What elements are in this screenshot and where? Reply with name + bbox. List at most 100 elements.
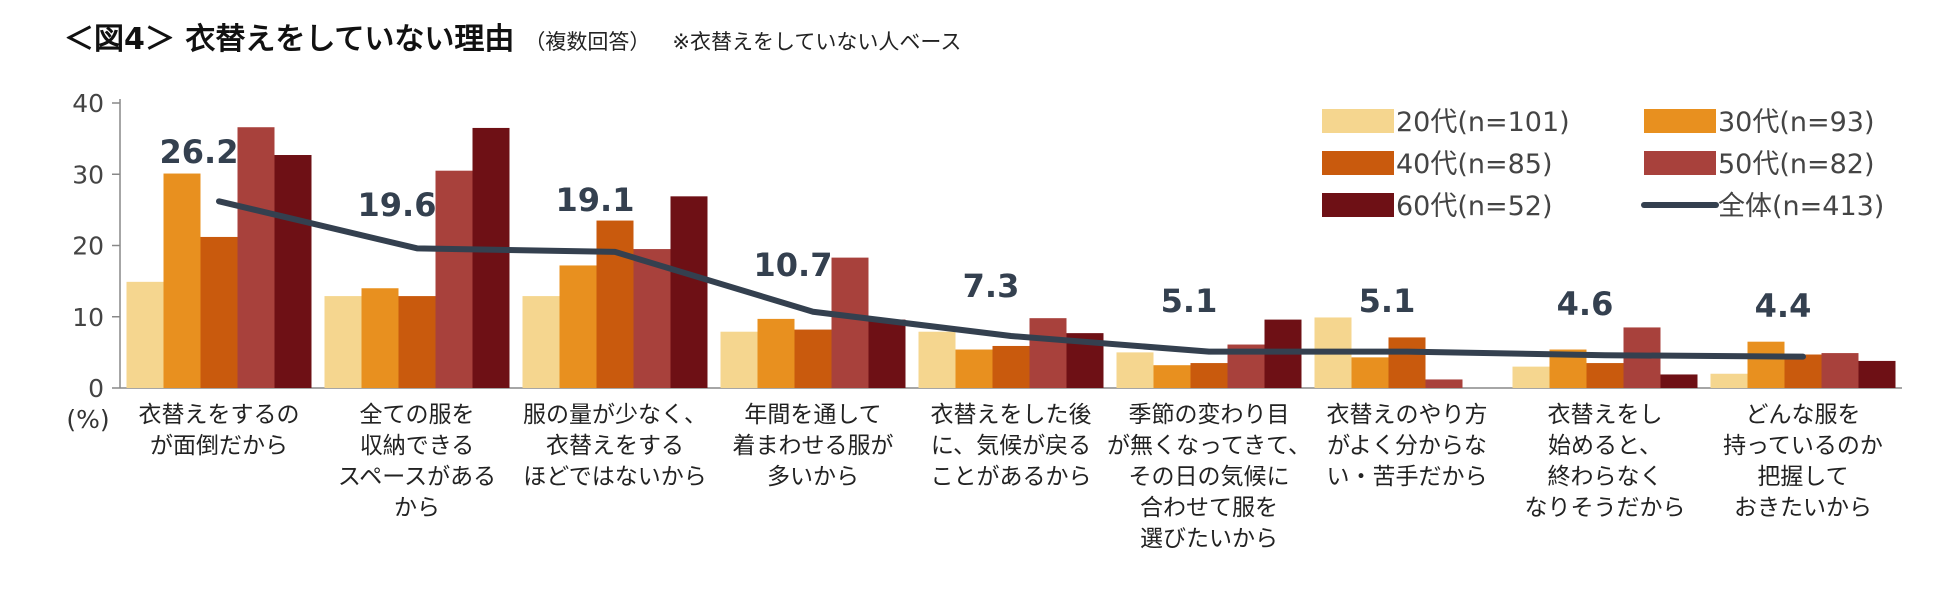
data-label: 26.2 (160, 133, 239, 171)
bar (1710, 373, 1748, 388)
bar (1190, 363, 1228, 388)
category-label-line: 衣替えのやり方 (1327, 402, 1488, 428)
category-label-line: 合わせて服を (1140, 495, 1278, 521)
y-tick-label: 10 (72, 303, 104, 332)
category-label-line: スペースがある (338, 464, 496, 490)
bar (398, 296, 436, 388)
category-label-line: 始めると、 (1548, 433, 1662, 459)
category-label-line: 着まわせる服が (733, 433, 894, 459)
bar (126, 281, 164, 388)
chart-subtitle: （複数回答） (524, 30, 651, 54)
legend-swatch (1644, 151, 1716, 175)
bar (1029, 318, 1067, 388)
bar (200, 236, 238, 388)
legend-swatch (1644, 109, 1716, 133)
category-label-line: どんな服を (1746, 402, 1861, 428)
bar (1586, 363, 1624, 388)
category-label-line: 年間を通して (744, 402, 881, 428)
bar (596, 220, 634, 388)
data-label: 5.1 (1359, 282, 1416, 320)
bar (670, 196, 708, 388)
category-label-line: おきたいから (1734, 495, 1872, 521)
category-label-line: なりそうだから (1525, 495, 1686, 521)
bar (1351, 357, 1389, 388)
bar (1858, 360, 1896, 388)
category-label-line: ことがあるから (931, 464, 1092, 490)
category-labels: 衣替えをするのが面倒だから全ての服を収納できるスペースがあるから服の量が少なく、… (139, 402, 1883, 552)
category-label-line: い・苦手だから (1327, 464, 1488, 490)
bar (1425, 379, 1463, 388)
legend-label: 40代(n=85) (1396, 149, 1553, 180)
category-label-line: 収納できる (360, 433, 475, 459)
category-label: 全ての服を収納できるスペースがあるから (338, 402, 496, 521)
y-tick-label: 40 (72, 89, 104, 118)
category-label-line: が無くなってきて、 (1107, 433, 1311, 459)
legend-label: 30代(n=93) (1718, 107, 1875, 138)
category-label-line: 衣替えをした後 (931, 402, 1092, 428)
bar (1784, 354, 1822, 388)
bar (237, 127, 275, 388)
legend-label: 50代(n=82) (1718, 149, 1875, 180)
data-label: 5.1 (1161, 282, 1218, 320)
bar (757, 318, 795, 388)
bar (361, 288, 399, 388)
bar (522, 296, 560, 388)
bar (324, 296, 362, 388)
y-tick-label: 30 (72, 160, 104, 189)
bar (1512, 366, 1550, 388)
category-label-line: 持っているのか (1723, 433, 1883, 459)
bar (918, 331, 956, 388)
category-label-line: 服の量が少なく、 (523, 402, 707, 428)
bar (720, 331, 758, 388)
category-label-line: 多いから (767, 464, 859, 490)
y-tick-label: 20 (72, 232, 104, 261)
bar (1660, 374, 1698, 388)
y-unit-label: (%) (66, 405, 109, 434)
category-label-line: から (394, 495, 440, 521)
category-label: どんな服を持っているのか把握しておきたいから (1723, 402, 1883, 521)
category-label-line: 選びたいから (1140, 526, 1278, 552)
category-label: 季節の変わり目が無くなってきて、その日の気候に合わせて服を選びたいから (1107, 402, 1311, 552)
data-label: 19.1 (556, 181, 635, 219)
bar (1821, 353, 1859, 388)
bar (868, 319, 906, 388)
bar (831, 257, 869, 388)
bar (1388, 337, 1426, 388)
bars (126, 127, 1896, 388)
legend: 20代(n=101) 30代(n=93) 40代(n=85) 50代(n=82) 60代… (1322, 107, 1884, 222)
data-label: 7.3 (963, 267, 1020, 305)
bar (992, 345, 1030, 388)
category-label-line: その日の気候に (1129, 464, 1290, 490)
y-tick-label: 0 (88, 374, 104, 403)
base-note: ※衣替えをしていない人ベース (672, 30, 962, 54)
category-label: 衣替えをした後に、気候が戻ることがあるから (931, 402, 1092, 490)
category-label: 年間を通して着まわせる服が多いから (733, 402, 894, 490)
title-row: ＜図4＞ 衣替えをしていない理由 （複数回答） ※衣替えをしていない人ベース (64, 14, 961, 58)
category-label: 衣替えのやり方がよく分からない・苦手だから (1327, 402, 1488, 490)
category-label: 衣替えをし始めると、終わらなくなりそうだから (1525, 402, 1686, 521)
category-label-line: 衣替えをし (1548, 402, 1663, 428)
category-label-line: に、気候が戻る (931, 433, 1091, 459)
bar (955, 349, 993, 388)
bar (559, 265, 597, 388)
bar (1153, 365, 1191, 388)
category-label-line: 季節の変わり目 (1129, 402, 1290, 428)
category-label-line: が面倒だから (150, 433, 288, 459)
legend-label: 60代(n=52) (1396, 191, 1553, 222)
bar (794, 329, 832, 388)
category-label-line: 全ての服を (360, 402, 475, 428)
bar (633, 249, 671, 388)
category-label-line: 終わらなく (1548, 464, 1663, 490)
total-line: 26.2 19.6 19.1 10.7 7.3 5.1 5.1 4.6 4.4 (160, 133, 1812, 360)
data-label: 10.7 (754, 246, 833, 284)
legend-swatch (1322, 109, 1394, 133)
category-label-line: 衣替えをする (546, 433, 684, 459)
bar (163, 173, 201, 388)
data-label: 4.4 (1755, 287, 1812, 325)
category-label: 服の量が少なく、衣替えをするほどではないから (523, 402, 707, 490)
data-label: 19.6 (358, 186, 437, 224)
category-label-line: がよく分からな (1327, 433, 1487, 459)
legend-label: 全体(n=413) (1718, 191, 1884, 222)
bar (1116, 352, 1154, 388)
